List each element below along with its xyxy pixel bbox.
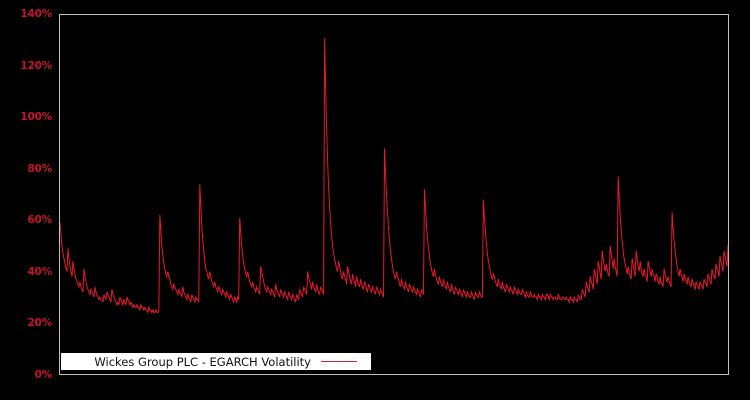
chart-legend: Wickes Group PLC - EGARCH Volatility	[61, 353, 371, 370]
series-polyline	[60, 38, 728, 312]
y-axis: 0% 20% 40% 60% 80% 100% 120% 140%	[0, 0, 59, 400]
y-tick-label: 20%	[27, 317, 52, 330]
y-tick-label: 100%	[20, 111, 52, 124]
legend-label: Wickes Group PLC - EGARCH Volatility	[94, 354, 311, 369]
y-tick-label: 140%	[20, 8, 52, 20]
y-tick-label: 60%	[27, 214, 52, 227]
y-tick-label: 0%	[34, 369, 53, 381]
volatility-line-series	[60, 15, 728, 374]
legend-line-sample-icon	[321, 361, 357, 362]
plot-area	[59, 14, 729, 375]
y-tick-label: 80%	[27, 162, 52, 175]
y-tick-label: 120%	[20, 59, 52, 72]
y-tick-label: 40%	[27, 265, 52, 278]
